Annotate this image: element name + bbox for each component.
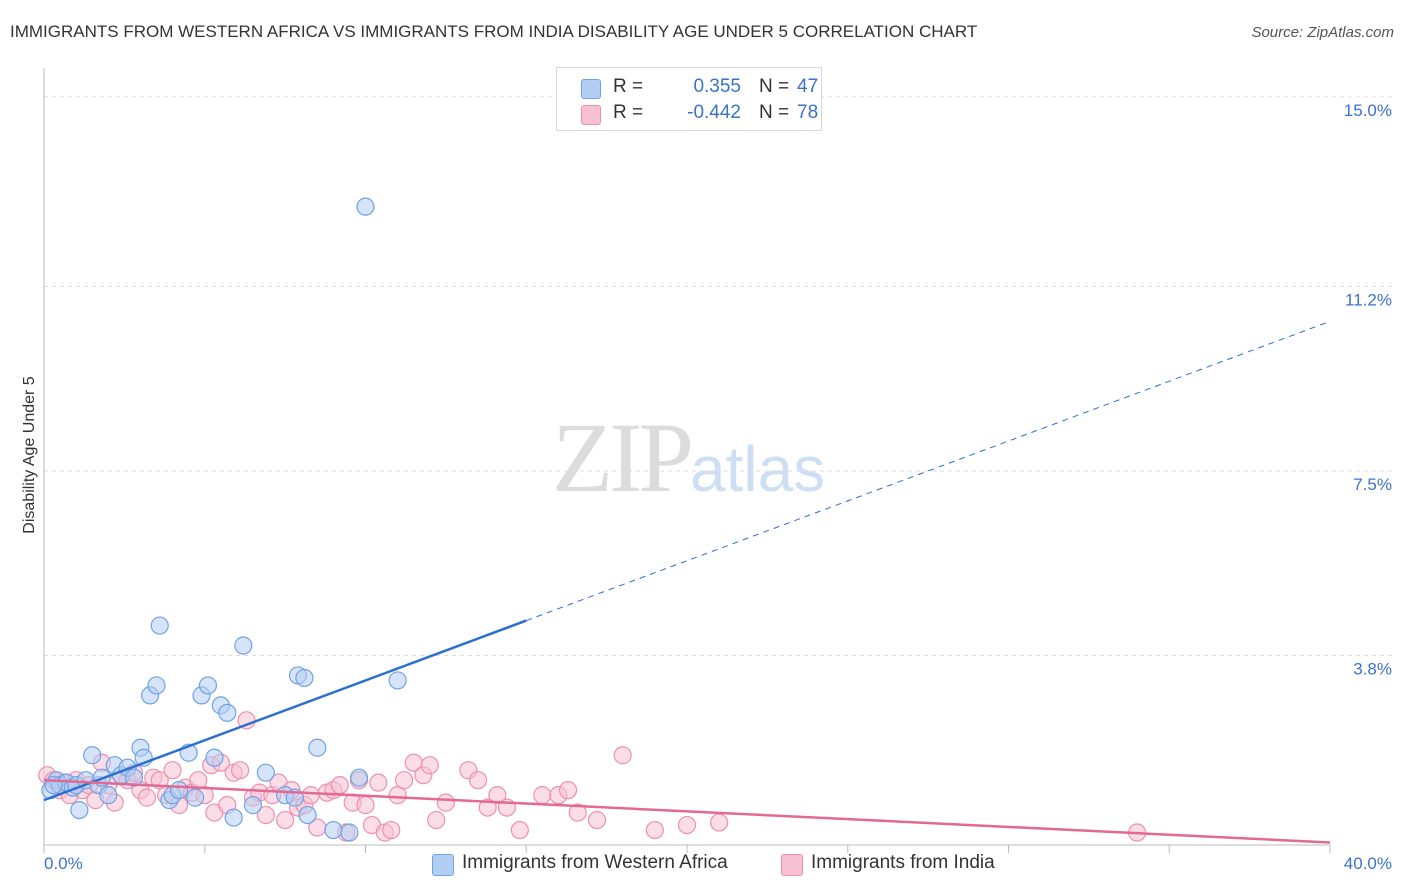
india-point <box>587 810 607 830</box>
legend-n-label: N = <box>759 76 790 97</box>
india-point <box>568 803 587 822</box>
western-africa-point <box>356 197 375 216</box>
india-point <box>256 805 275 825</box>
india-point <box>330 776 349 795</box>
western-africa-point <box>218 703 237 722</box>
legend-r-value: 0.355 <box>693 76 741 97</box>
western-africa-point <box>234 636 253 655</box>
correlation-legend: R = 0.355 N = 47 R = -0.442 N = 78 <box>556 67 822 131</box>
legend-swatch-pink <box>581 105 601 125</box>
y-tick-label: 15.0% <box>1344 101 1392 120</box>
india-point <box>478 798 497 817</box>
y-tick-label: 3.8% <box>1353 659 1392 678</box>
axes <box>43 68 1331 853</box>
india-point <box>558 781 578 800</box>
western-africa-point <box>198 676 218 695</box>
y-axis-title: Disability Age Under 5 <box>21 376 38 534</box>
western-africa-point <box>99 786 118 805</box>
chart-title: IMMIGRANTS FROM WESTERN AFRICA VS IMMIGR… <box>10 22 978 41</box>
x-tick-label: 40.0% <box>1344 854 1392 873</box>
western-africa-point <box>205 748 224 767</box>
india-point <box>382 820 401 840</box>
western-africa-point <box>70 800 89 820</box>
watermark-atlas: atlas <box>690 433 826 505</box>
india-point <box>488 786 507 805</box>
india-point <box>301 786 320 805</box>
india-point <box>163 761 182 780</box>
india-point <box>710 813 729 832</box>
india-point <box>137 788 156 807</box>
watermark-zip: ZIP <box>552 402 694 513</box>
india-point <box>613 746 632 765</box>
y-tick-label: 7.5% <box>1353 475 1392 494</box>
y-tick-labels: 3.8% 7.5% 11.2% 15.0% <box>1344 101 1392 679</box>
india-point <box>468 771 488 790</box>
india-point <box>231 761 250 780</box>
india-point <box>533 786 552 805</box>
x-tick-labels: 0.0% 40.0% <box>44 854 1392 873</box>
y-tick-label: 11.2% <box>1345 290 1392 309</box>
legend-n-value: 78 <box>797 102 819 123</box>
western-africa-point <box>186 788 205 807</box>
legend-r-label: R = <box>613 102 644 123</box>
western-africa-point <box>256 763 275 782</box>
series-india-points <box>38 711 1147 842</box>
western-africa-point <box>388 671 407 690</box>
india-point <box>276 810 295 830</box>
india-point <box>645 820 664 840</box>
legend-n-value: 47 <box>797 76 819 97</box>
legend-swatch-blue <box>581 79 601 99</box>
india-point <box>388 786 407 805</box>
series-western-africa-points <box>41 197 407 842</box>
legend-r-label: R = <box>613 76 644 97</box>
grid-lines <box>44 96 1392 656</box>
western-africa-point <box>340 823 359 842</box>
western-africa-point <box>243 796 263 815</box>
western-africa-point <box>83 746 102 765</box>
western-africa-point <box>308 738 327 757</box>
india-point <box>427 810 446 830</box>
western-africa-point <box>349 768 369 787</box>
western-africa-point <box>147 676 166 695</box>
source-label: Source: ZipAtlas.com <box>1251 24 1394 41</box>
bottom-legend-swatch-pink <box>781 854 803 876</box>
india-point <box>420 756 439 775</box>
western-africa-point <box>124 768 144 787</box>
western-africa-point <box>150 616 169 635</box>
india-point <box>369 773 388 792</box>
western-africa-point <box>298 805 317 825</box>
x-tick-label: 0.0% <box>44 854 83 873</box>
watermark: ZIPatlas <box>552 400 825 515</box>
western-africa-point <box>224 808 243 827</box>
western-africa-point <box>324 820 343 840</box>
bottom-legend-label: Immigrants from India <box>811 852 995 873</box>
western-africa-point <box>169 781 189 800</box>
bottom-legend-label: Immigrants from Western Africa <box>462 852 728 873</box>
western-africa-point <box>295 668 314 688</box>
legend-r-value: -0.442 <box>687 102 741 123</box>
trend-lines <box>43 320 1331 844</box>
india-point <box>510 820 529 840</box>
india-point <box>394 771 414 790</box>
legend-n-label: N = <box>759 102 790 123</box>
india-point <box>436 793 455 812</box>
western-africa-trend-solid <box>43 619 527 802</box>
india-point <box>677 815 697 835</box>
india-point <box>356 796 375 815</box>
india-trend-line <box>43 778 1331 844</box>
bottom-legend-swatch-blue <box>432 854 454 876</box>
